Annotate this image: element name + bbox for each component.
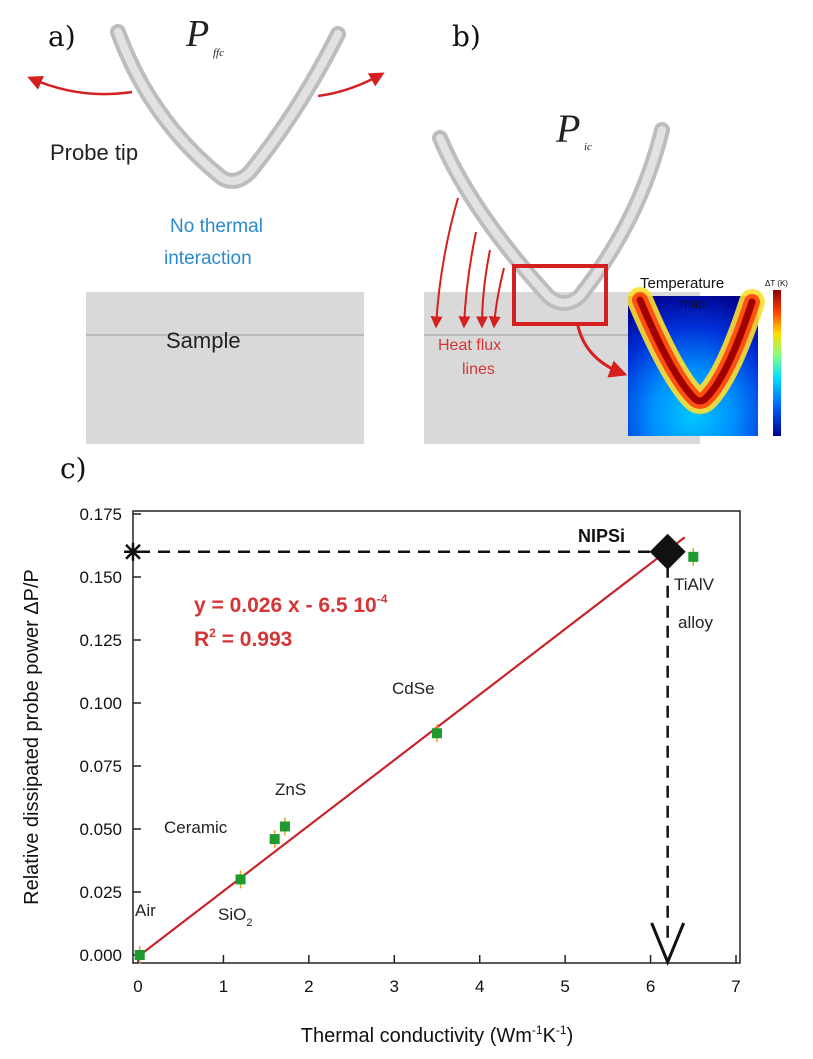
x-axis-label: Thermal conductivity (Wm-1K-1) <box>301 1023 574 1047</box>
y-tick-label: 0.050 <box>79 820 122 839</box>
probe-tip-label: Probe tip <box>50 140 138 165</box>
point-label-air: Air <box>135 901 156 920</box>
zoom-box <box>512 264 608 326</box>
panel-b: b) P ic Heat flux lines Temperature <box>424 20 788 444</box>
right-red-arrow <box>317 72 385 98</box>
data-point <box>269 834 280 845</box>
panel-c: c) 0 1 2 3 4 5 6 7 0.000 0.025 0.050 0.075 0.100 0.12… <box>21 452 741 1047</box>
data-point <box>688 551 699 562</box>
fit-equation: y = 0.026 x - 6.5 10-4 <box>194 592 388 617</box>
temperature-map <box>627 287 765 436</box>
zoom-arrow <box>576 325 628 378</box>
heat-flux-line1: Heat flux <box>438 337 501 354</box>
panel-b-label: b) <box>452 20 481 53</box>
y-tick-label: 0.150 <box>79 568 122 587</box>
data-point <box>432 728 442 739</box>
data-points <box>134 547 699 964</box>
colorbar <box>773 290 781 436</box>
data-point <box>279 821 290 832</box>
point-label-tialv: TiAlV <box>674 575 715 594</box>
down-arrow-head <box>650 922 686 966</box>
y-tick-label: 0.025 <box>79 883 122 902</box>
power-symbol-b: P <box>555 106 580 151</box>
point-label-zns: ZnS <box>275 780 306 799</box>
star-marker <box>124 542 142 561</box>
x-tick-label: 7 <box>731 977 740 996</box>
panel-c-label: c) <box>60 452 87 485</box>
r-squared: R2 = 0.993 <box>194 626 292 651</box>
point-label-alloy: alloy <box>678 613 713 632</box>
panel-a: a) P ffc Probe tip No thermal interactio… <box>27 13 385 444</box>
sample-block-a <box>86 292 364 444</box>
x-tick-label: 5 <box>560 977 569 996</box>
left-red-arrow <box>27 75 133 96</box>
y-tick-label: 0.075 <box>79 757 122 776</box>
y-axis-label: Relative dissipated probe power ΔP/P <box>21 569 43 905</box>
point-label-sio2: SiO2 <box>218 905 252 929</box>
x-tick-label: 4 <box>475 977 484 996</box>
point-label-cdse: CdSe <box>392 679 435 698</box>
power-symbol-a: P <box>185 13 209 55</box>
power-subscript-a: ffc <box>213 47 224 59</box>
x-tick-label: 2 <box>304 977 313 996</box>
nipsi-label: NIPSi <box>578 526 625 546</box>
panel-a-label: a) <box>48 20 76 53</box>
temperature-subtitle: map <box>680 296 705 311</box>
y-tick-label: 0.000 <box>79 946 122 965</box>
sample-label: Sample <box>166 328 241 353</box>
y-tick-label: 0.175 <box>79 505 122 524</box>
y-tick-label: 0.100 <box>79 694 122 713</box>
x-tick-label: 1 <box>219 977 228 996</box>
x-tick-label: 6 <box>646 977 655 996</box>
data-point <box>235 874 246 885</box>
no-interaction-line1: No thermal <box>170 216 263 237</box>
axis-ticks: 0 1 2 3 4 5 6 7 0.000 0.025 0.050 0.075 0.100 0.125 0.… <box>79 505 740 996</box>
x-tick-label: 3 <box>390 977 399 996</box>
plot-frame <box>132 510 741 964</box>
heat-flux-line2: lines <box>462 361 495 378</box>
point-label-ceramic: Ceramic <box>164 818 228 837</box>
temperature-title: Temperature <box>640 275 724 292</box>
x-tick-label: 0 <box>133 977 142 996</box>
data-point <box>134 950 145 960</box>
no-interaction-line2: interaction <box>164 248 252 269</box>
fit-line <box>137 536 686 958</box>
heat-flux-lines <box>430 197 505 329</box>
power-subscript-b: ic <box>584 141 592 153</box>
nipsi-diamond-marker <box>649 533 686 570</box>
y-tick-label: 0.125 <box>79 631 122 650</box>
colorbar-label: ΔT (K) <box>765 279 788 288</box>
